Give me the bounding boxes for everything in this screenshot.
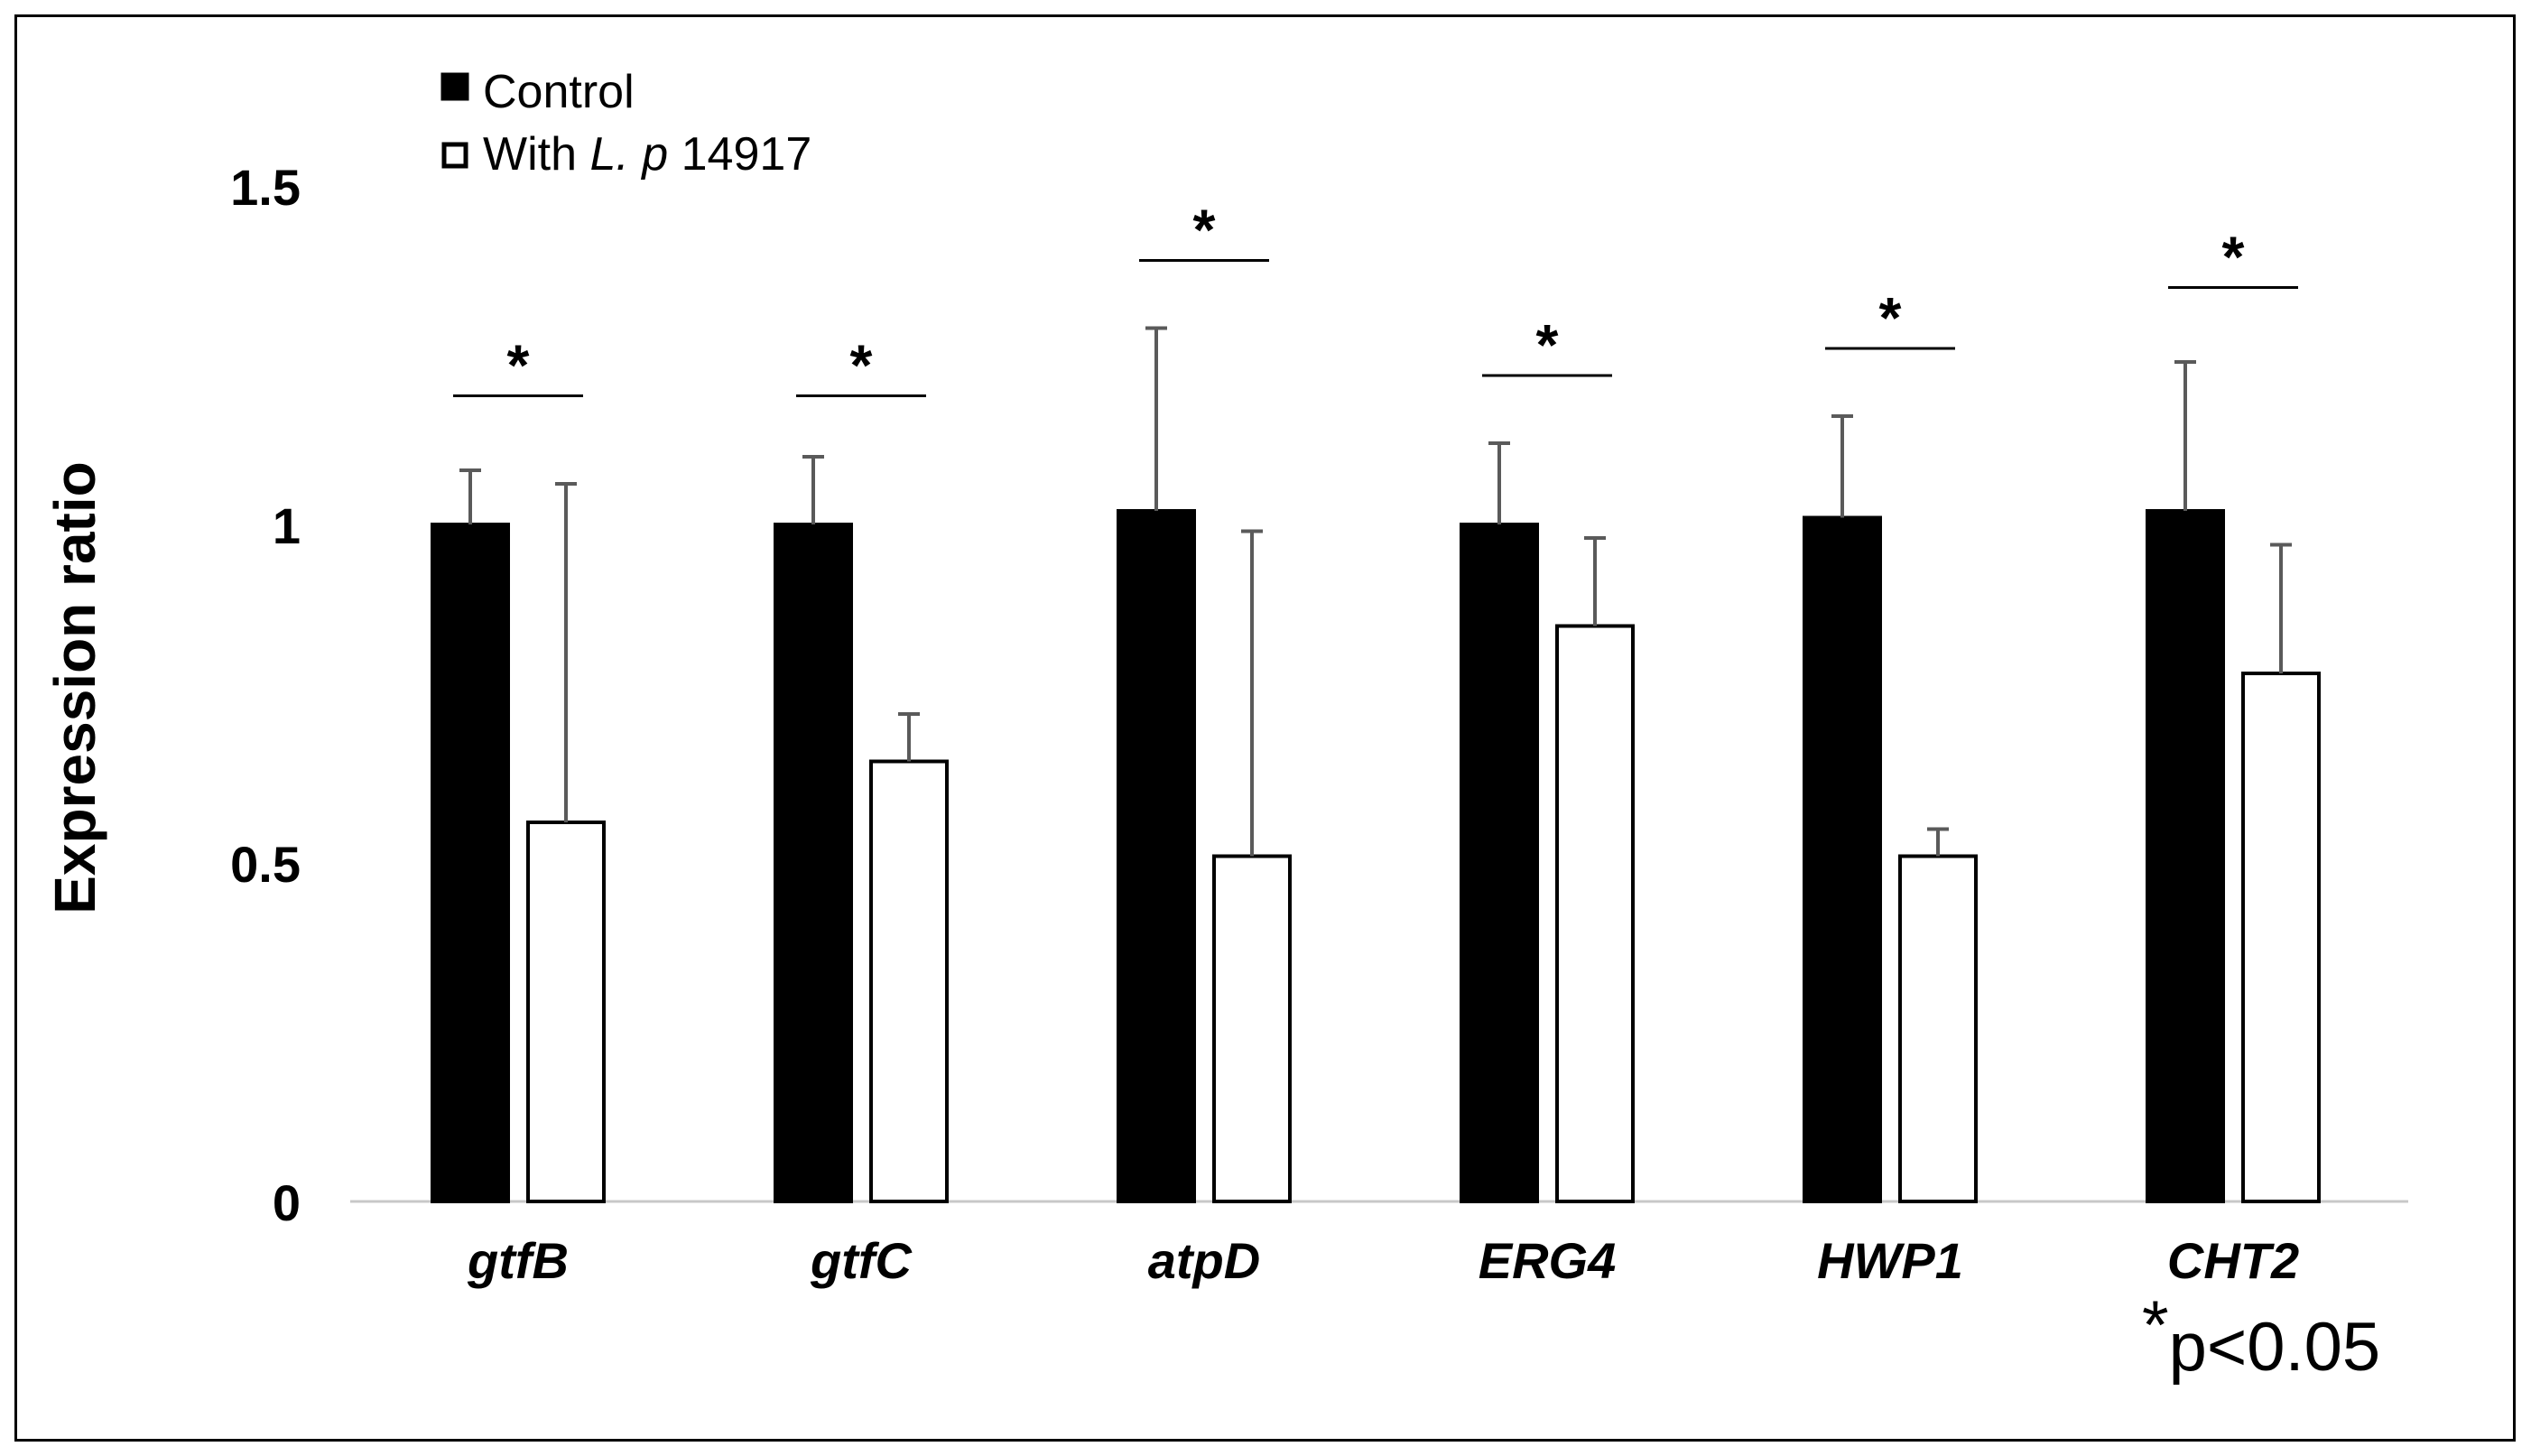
significance-star-hwp1: *: [1879, 285, 1902, 350]
legend-label-treated: With L. p 14917: [483, 128, 811, 181]
bar-treated-cht2: [2241, 672, 2321, 1203]
y-tick-label: 1: [273, 497, 301, 554]
y-tick-label: 0: [273, 1174, 301, 1231]
category-label-cht2: CHT2: [2167, 1232, 2299, 1289]
bars-group: * gtfB * gtfC * atpD * ERG4 * HWP1 * CHT2: [431, 198, 2321, 1289]
legend-treated-suffix: 14917: [668, 128, 811, 181]
bar-treated-gtfc: [869, 759, 949, 1203]
figure-frame: [14, 14, 2516, 1442]
significance-star-erg4: *: [1536, 312, 1559, 377]
bar-control-atpd: [1117, 509, 1196, 1203]
p-value-note: *p<0.05: [2142, 1287, 2380, 1386]
y-axis-label: Expression ratio: [42, 461, 107, 914]
significance-star-gtfb: *: [507, 333, 530, 398]
significance-star-gtfc: *: [850, 333, 873, 398]
p-value-text: p<0.05: [2169, 1309, 2381, 1386]
bar-treated-atpd: [1212, 854, 1292, 1203]
y-tick-label: 0.5: [230, 836, 301, 893]
bar-control-erg4: [1460, 523, 1539, 1203]
category-label-hwp1: HWP1: [1817, 1232, 1963, 1289]
legend: Control With L. p 14917: [440, 66, 811, 181]
bar-control-cht2: [2146, 509, 2225, 1203]
bar-treated-gtfb: [526, 821, 606, 1203]
significance-star-cht2: *: [2222, 225, 2245, 290]
legend-swatch-treated: [441, 142, 468, 169]
y-ticks: 0 0.5 1 1.5: [230, 159, 301, 1231]
bar-control-hwp1: [1803, 515, 1882, 1203]
p-value-star: *: [2142, 1287, 2169, 1364]
bar-treated-erg4: [1555, 624, 1635, 1203]
category-label-gtfb: gtfB: [467, 1232, 569, 1289]
legend-treated-italic: L. p: [589, 128, 668, 181]
bar-control-gtfb: [431, 523, 510, 1203]
category-label-gtfc: gtfC: [810, 1232, 913, 1289]
y-tick-label: 1.5: [230, 159, 301, 216]
legend-label-control: Control: [483, 66, 635, 118]
bar-treated-hwp1: [1898, 854, 1978, 1203]
category-label-atpd: atpD: [1148, 1232, 1260, 1289]
category-label-erg4: ERG4: [1479, 1232, 1617, 1289]
legend-swatch-control: [440, 72, 469, 101]
legend-treated-prefix: With: [483, 128, 589, 181]
significance-star-atpd: *: [1193, 198, 1216, 263]
bar-control-gtfc: [774, 523, 853, 1203]
